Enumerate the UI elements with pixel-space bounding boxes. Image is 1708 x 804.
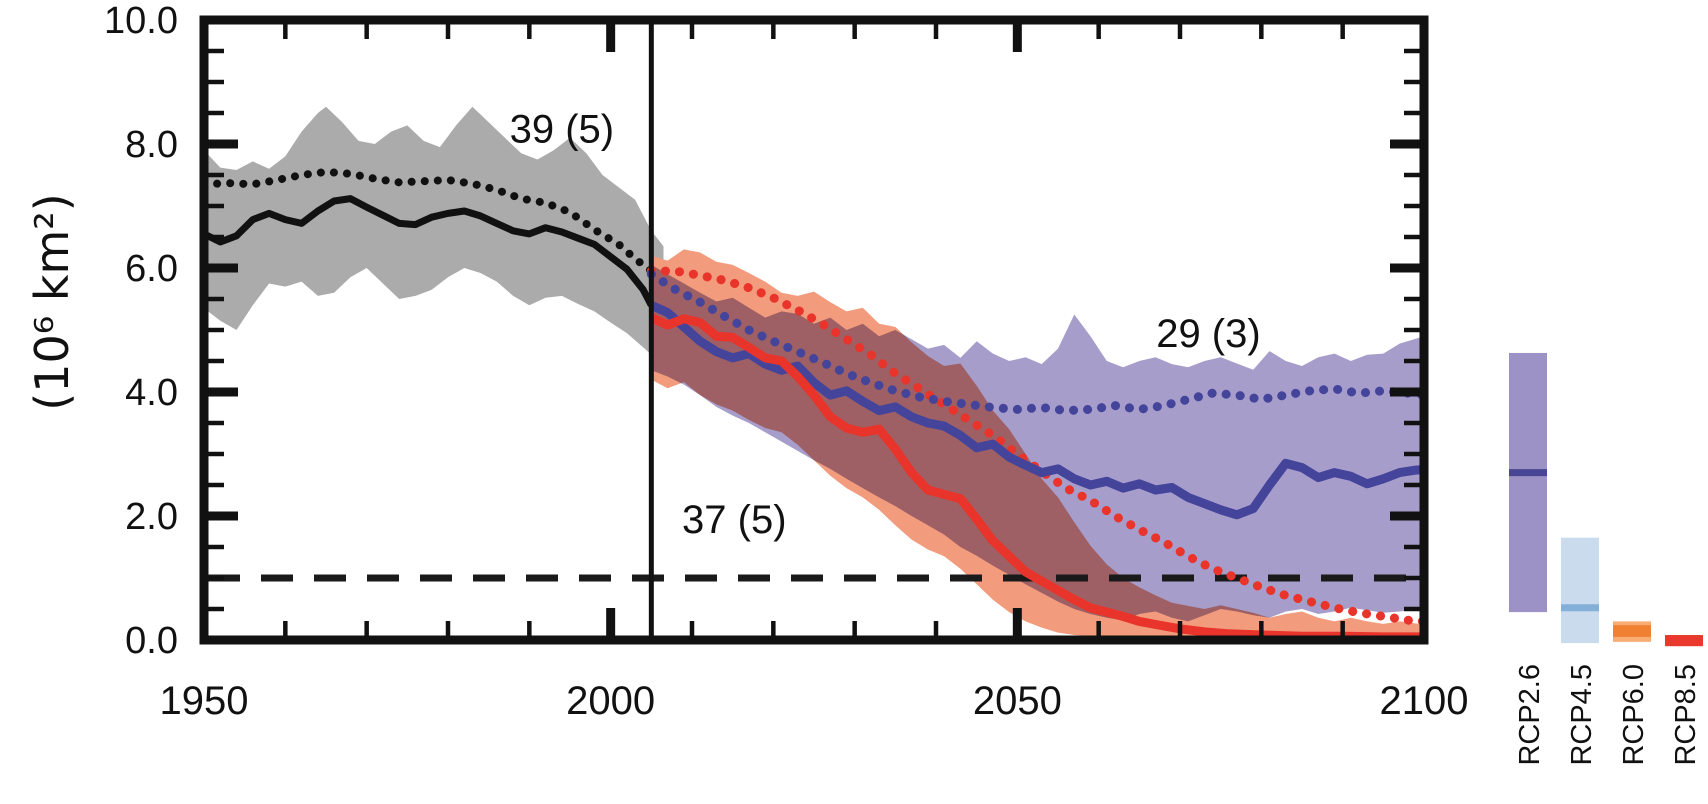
range-bar-rcp2.6 <box>1509 352 1547 613</box>
x-tick-labels: 1950 2000 2050 2100 <box>160 679 1469 723</box>
y-tick-label: 0.0 <box>125 620 178 662</box>
x-tick-label: 2100 <box>1380 679 1469 723</box>
x-tick-label: 1950 <box>160 679 249 723</box>
bar-label-rcp2.6: RCP2.6 <box>1514 664 1546 766</box>
line-rcp85-subset <box>646 266 1428 626</box>
mean-lines <box>200 167 1428 642</box>
y-axis-title: (10⁶ km²) <box>25 193 79 410</box>
bar-label-rcp8.5: RCP8.5 <box>1670 664 1702 766</box>
y-tick-label: 8.0 <box>125 124 178 166</box>
annotation-rcp85-count: 37 (5) <box>682 498 787 542</box>
band-rcp26 <box>651 264 1424 622</box>
uncertainty-bands <box>204 106 1424 639</box>
axes-frame <box>199 15 1429 645</box>
annotation-rcp26-count: 29 (3) <box>1156 312 1261 356</box>
range-bar-rcp4.5 <box>1561 537 1599 644</box>
x-tick-label: 2050 <box>973 679 1062 723</box>
annotation-historical-count: 39 (5) <box>510 108 615 152</box>
line-rcp26-subset <box>646 269 1428 416</box>
range-bar-rcp8.5 <box>1665 635 1703 647</box>
scenario-range-bars: RCP2.6 RCP4.5 RCP6.0 RCP8.5 <box>1509 352 1703 766</box>
line-rcp26-mean <box>649 301 1425 520</box>
line-observations <box>200 167 656 276</box>
y-tick-labels: 0.0 2.0 4.0 6.0 8.0 10.0 <box>104 0 178 662</box>
y-tick-label: 2.0 <box>125 496 178 538</box>
y-tick-label: 4.0 <box>125 372 178 414</box>
bar-label-rcp4.5: RCP4.5 <box>1566 664 1598 766</box>
plot-border <box>199 15 1429 645</box>
y-tick-label: 10.0 <box>104 0 178 42</box>
range-bar-stripe-rcp6.0 <box>1613 625 1651 637</box>
axis-ticks <box>199 15 1429 645</box>
bar-label-rcp6.0: RCP6.0 <box>1618 664 1650 766</box>
line-rcp85-mean <box>649 313 1424 642</box>
y-tick-label: 6.0 <box>125 248 178 290</box>
model-count-annotations: 39 (5) 37 (5) 29 (3) <box>510 108 1261 543</box>
x-tick-label: 2000 <box>566 679 655 723</box>
line-historical-mean <box>202 195 655 307</box>
